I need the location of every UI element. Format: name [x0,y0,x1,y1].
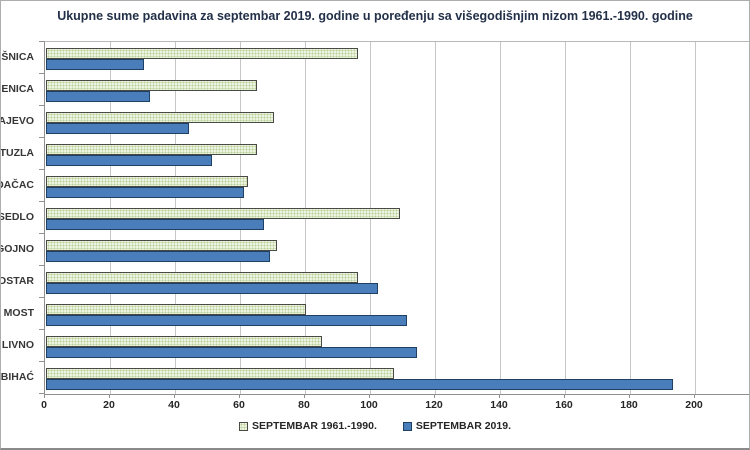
bar-septembar-1961-1990 [46,80,258,91]
category-label: BIHAĆ [0,371,34,383]
category-tick [39,137,44,138]
value-tick-label: 200 [685,399,703,411]
value-tick-label: 120 [425,399,443,411]
bar-septembar-2019 [46,187,245,198]
value-tick-label: 60 [233,399,245,411]
chart-title: Ukupne sume padavina za septembar 2019. … [57,9,693,23]
value-tick [629,394,630,398]
value-tick-label: 180 [620,399,638,411]
legend-label: SEPTEMBAR 2019. [415,420,511,432]
bar-septembar-2019 [46,219,264,230]
bar-septembar-2019 [46,379,674,390]
category-tick [39,297,44,298]
bar-septembar-1961-1990 [46,208,401,219]
bar-septembar-2019 [46,59,144,70]
category-label: LIVNO [1,339,34,351]
value-tick [564,394,565,398]
legend-item: SEPTEMBAR 2019. [402,420,511,432]
bar-septembar-2019 [46,283,378,294]
bar-septembar-1961-1990 [46,304,306,315]
category-tick [39,329,44,330]
value-tick-label: 80 [298,399,310,411]
bar-septembar-2019 [46,315,407,326]
value-tick [44,394,45,398]
bar-septembar-2019 [46,347,417,358]
gridline [565,42,566,394]
category-tick [39,41,44,42]
value-tick [694,394,695,398]
value-tick [499,394,500,398]
legend: SEPTEMBAR 1961.-1990. SEPTEMBAR 2019. [1,420,749,432]
gridline [500,42,501,394]
category-label: KI MOST [1,307,34,319]
bar-septembar-1961-1990 [46,240,277,251]
bar-septembar-1961-1990 [46,144,258,155]
category-label: ADAČAC [1,179,34,191]
value-tick [174,394,175,398]
category-tick [39,265,44,266]
bar-septembar-2019 [46,123,189,134]
category-tick [39,169,44,170]
value-tick-label: 20 [103,399,115,411]
category-tick [39,73,44,74]
bar-septembar-2019 [46,91,150,102]
legend-item: SEPTEMBAR 1961.-1990. [238,420,377,432]
value-tick [109,394,110,398]
category-label: MOSTAR [1,275,34,287]
plot-area [44,41,749,395]
bar-septembar-1961-1990 [46,368,394,379]
category-tick [39,201,44,202]
value-tick [434,394,435,398]
category-axis-labels: LAŠNICA ZENICA ARAJEVO TUZLA ADAČAC N-SEDLO UG… [1,41,39,393]
bar-septembar-1961-1990 [46,336,323,347]
category-label: ARAJEVO [1,115,34,127]
category-tick [39,393,44,394]
category-label: ZENICA [1,83,34,95]
category-label: UGOJNO [1,243,34,255]
value-tick [239,394,240,398]
bar-septembar-1961-1990 [46,272,358,283]
bar-septembar-2019 [46,251,271,262]
bar-septembar-1961-1990 [46,48,358,59]
category-label: N-SEDLO [1,211,34,223]
gridline [695,42,696,394]
value-tick-label: 160 [555,399,573,411]
legend-swatch-1961-1990 [238,421,248,431]
gridline [435,42,436,394]
category-tick [39,233,44,234]
category-label: LAŠNICA [1,51,34,63]
legend-label: SEPTEMBAR 1961.-1990. [251,420,377,432]
legend-swatch-2019 [402,421,412,431]
category-label: TUZLA [0,147,34,159]
bar-septembar-2019 [46,155,212,166]
bar-septembar-1961-1990 [46,176,248,187]
value-tick-label: 140 [490,399,508,411]
bar-septembar-1961-1990 [46,112,274,123]
value-tick [369,394,370,398]
category-tick [39,105,44,106]
gridline [630,42,631,394]
category-tick [39,361,44,362]
value-tick [304,394,305,398]
value-tick-label: 100 [360,399,378,411]
value-tick-label: 40 [168,399,180,411]
value-tick-label: 0 [41,399,47,411]
